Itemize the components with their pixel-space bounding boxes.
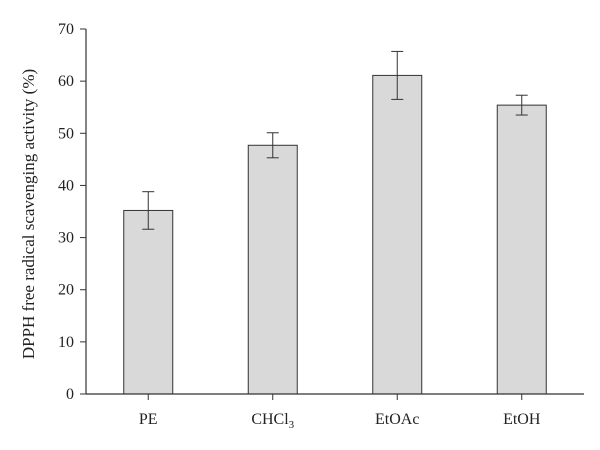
- x-tick-label-sub: 3: [289, 419, 295, 431]
- y-tick-label: 20: [58, 282, 74, 299]
- x-tick-label: EtOH: [503, 411, 541, 428]
- x-tick-label-main: EtOAc: [375, 411, 419, 428]
- y-tick-label: 60: [58, 73, 74, 90]
- bar: [123, 209, 174, 395]
- x-tick-label: PE: [139, 411, 158, 428]
- plot-area: 0 10 20 30 40 50 60 70 PE CHCl3 EtOAc EtOH: [58, 21, 584, 431]
- y-tick-label: 10: [58, 334, 74, 351]
- bar: [496, 104, 547, 395]
- y-tick-label: 40: [58, 177, 74, 194]
- y-tick-label: 30: [58, 230, 74, 247]
- x-tick-label: EtOAc: [375, 411, 419, 428]
- y-tick-label: 0: [66, 386, 74, 403]
- x-tick-label-main: EtOH: [503, 411, 541, 428]
- x-tick-label-main: CHCl: [251, 411, 289, 428]
- y-tick-label: 50: [58, 125, 74, 142]
- y-axis-title: DPPH free radical scavenging activity (%…: [19, 69, 38, 359]
- bar: [372, 74, 423, 395]
- x-tick-label: CHCl3: [251, 411, 294, 431]
- bar: [247, 144, 298, 395]
- y-tick-label: 70: [58, 21, 74, 38]
- x-tick-label-main: PE: [139, 411, 158, 428]
